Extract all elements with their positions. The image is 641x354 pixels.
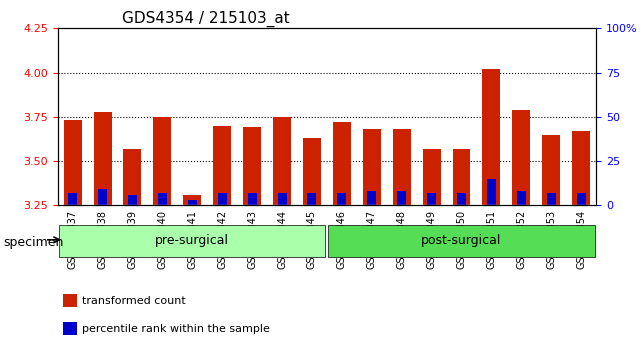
Bar <box>393 129 411 205</box>
Bar <box>517 191 526 205</box>
Bar <box>397 191 406 205</box>
Bar <box>577 193 586 205</box>
Bar <box>213 126 231 205</box>
Bar <box>124 149 142 205</box>
Bar <box>367 191 376 205</box>
Bar <box>333 122 351 205</box>
Bar <box>63 294 76 307</box>
Text: pre-surgical: pre-surgical <box>155 234 229 247</box>
Bar <box>303 138 321 205</box>
Bar <box>547 193 556 205</box>
Bar <box>453 149 470 205</box>
Bar <box>218 193 227 205</box>
Bar <box>94 112 112 205</box>
Bar <box>158 193 167 205</box>
Bar <box>153 117 171 205</box>
Bar <box>247 193 256 205</box>
Bar <box>572 131 590 205</box>
Bar <box>308 193 317 205</box>
Bar <box>512 110 530 205</box>
Bar <box>183 195 201 205</box>
Bar <box>188 200 197 205</box>
Bar <box>457 193 466 205</box>
Bar <box>363 129 381 205</box>
Text: specimen: specimen <box>3 236 63 249</box>
FancyBboxPatch shape <box>328 225 595 257</box>
Bar <box>98 189 107 205</box>
Bar <box>128 195 137 205</box>
Bar <box>68 193 77 205</box>
Bar <box>422 149 440 205</box>
Text: transformed count: transformed count <box>82 296 186 306</box>
Text: percentile rank within the sample: percentile rank within the sample <box>82 324 270 334</box>
Bar <box>63 322 76 335</box>
Text: GDS4354 / 215103_at: GDS4354 / 215103_at <box>122 11 290 27</box>
Bar <box>337 193 346 205</box>
Bar <box>273 117 291 205</box>
Bar <box>483 69 501 205</box>
Bar <box>487 179 496 205</box>
Bar <box>63 120 81 205</box>
Bar <box>427 193 436 205</box>
Bar <box>278 193 287 205</box>
Text: post-surgical: post-surgical <box>421 234 502 247</box>
Bar <box>542 135 560 205</box>
Bar <box>243 127 261 205</box>
FancyBboxPatch shape <box>59 225 326 257</box>
